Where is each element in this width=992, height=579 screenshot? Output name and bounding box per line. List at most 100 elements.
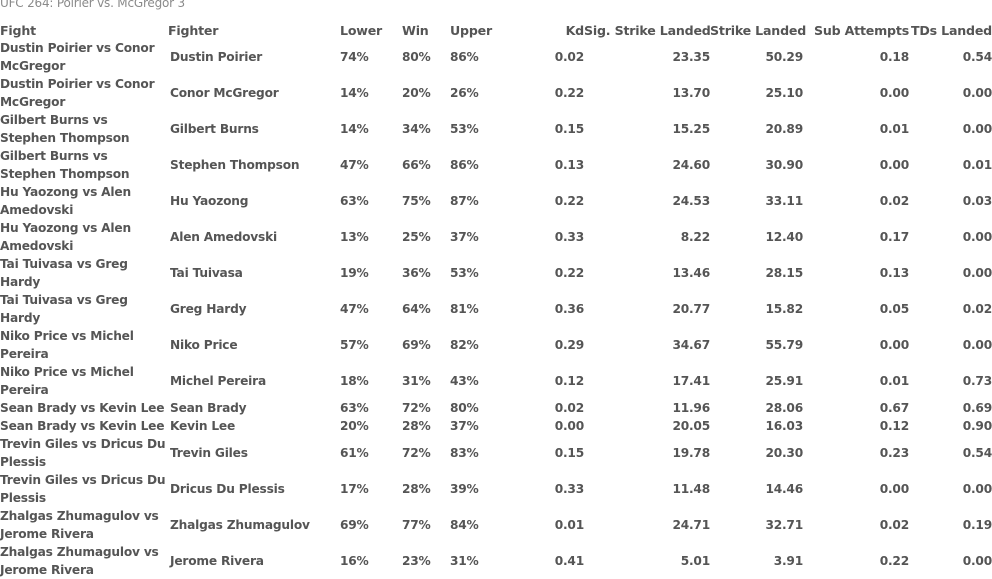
sig-strike-cell: 24.53 [672,194,710,208]
sub-attempts-cell: 0.00 [879,338,909,352]
sig-strike-cell: 19.78 [672,446,710,460]
table-row: Niko Price vs Michel Pereira Michel Perei… [0,363,992,399]
sub-attempts-cell: 0.22 [879,554,909,568]
sub-attempts-cell: 0.00 [879,482,909,496]
fight-cell: Gilbert Burns vs Stephen Thompson [0,149,130,181]
tds-cell: 0.02 [962,302,992,316]
fighter-cell: Sean Brady [170,401,247,415]
sub-attempts-cell: 0.05 [879,302,909,316]
table-row: Dustin Poirier vs Conor McGregor Dustin P… [0,39,992,75]
sub-attempts-cell: 0.67 [879,401,909,415]
win-cell: 28% [402,482,431,496]
lower-cell: 74% [340,50,369,64]
upper-cell: 80% [450,401,479,415]
fight-cell: Dustin Poirier vs Conor McGregor [0,77,155,109]
lower-cell: 47% [340,158,369,172]
win-cell: 20% [402,86,431,100]
sub-attempts-cell: 0.18 [879,50,909,64]
lower-cell: 57% [340,338,369,352]
lower-cell: 69% [340,518,369,532]
strike-cell: 50.29 [765,50,803,64]
lower-cell: 63% [340,194,369,208]
strike-cell: 30.90 [765,158,803,172]
upper-cell: 37% [450,230,479,244]
fighter-cell: Tai Tuivasa [170,266,243,280]
table-row: Sean Brady vs Kevin Lee Sean Brady 63% 72% 8… [0,399,992,417]
sub-attempts-cell: 0.01 [879,374,909,388]
kd-cell: 0.00 [554,419,584,433]
sig-strike-cell: 20.05 [672,419,710,433]
table-row: Zhalgas Zhumagulov vs Jerome Rivera Jerom… [0,543,992,579]
fighter-cell: Trevin Giles [170,446,248,460]
sig-strike-cell: 23.35 [672,50,710,64]
sub-attempts-cell: 0.00 [879,158,909,172]
fight-cell: Zhalgas Zhumagulov vs Jerome Rivera [0,509,159,541]
fight-cell: Niko Price vs Michel Pereira [0,365,134,397]
upper-cell: 53% [450,266,479,280]
col-header-upper: Upper [450,22,493,38]
strike-cell: 28.15 [765,266,803,280]
table-row: Niko Price vs Michel Pereira Niko Price 57… [0,327,992,363]
win-cell: 25% [402,230,431,244]
kd-cell: 0.15 [554,122,584,136]
tds-cell: 0.00 [962,554,992,568]
kd-cell: 0.22 [554,266,584,280]
upper-cell: 86% [450,50,479,64]
win-cell: 31% [402,374,431,388]
upper-cell: 37% [450,419,479,433]
strike-cell: 3.91 [773,554,803,568]
table-row: Tai Tuivasa vs Greg Hardy Tai Tuivasa 19% 3… [0,255,992,291]
fight-cell: Tai Tuivasa vs Greg Hardy [0,257,128,289]
fight-cell: Tai Tuivasa vs Greg Hardy [0,293,128,325]
sub-attempts-cell: 0.02 [879,194,909,208]
table-body: Dustin Poirier vs Conor McGregor Dustin P… [0,39,992,579]
upper-cell: 39% [450,482,479,496]
lower-cell: 47% [340,302,369,316]
strike-cell: 55.79 [765,338,803,352]
fighter-cell: Hu Yaozong [170,194,249,208]
win-cell: 66% [402,158,431,172]
tds-cell: 0.54 [962,50,992,64]
fighter-cell: Zhalgas Zhumagulov [170,518,310,532]
upper-cell: 31% [450,554,479,568]
fight-cell: Hu Yaozong vs Alen Amedovski [0,185,131,217]
col-header-lower: Lower [340,22,383,38]
kd-cell: 0.13 [554,158,584,172]
sig-strike-cell: 11.48 [672,482,710,496]
kd-cell: 0.02 [554,50,584,64]
sig-strike-cell: 13.46 [672,266,710,280]
fight-cell: Trevin Giles vs Dricus Du Plessis [0,437,166,469]
upper-cell: 53% [450,122,479,136]
sig-strike-cell: 11.96 [672,401,710,415]
win-cell: 69% [402,338,431,352]
fight-cell: Sean Brady vs Kevin Lee [0,419,165,433]
sig-strike-cell: 17.41 [672,374,710,388]
strike-cell: 15.82 [765,302,803,316]
kd-cell: 0.36 [554,302,584,316]
fight-cell: Trevin Giles vs Dricus Du Plessis [0,473,166,505]
table-row: Sean Brady vs Kevin Lee Kevin Lee 20% 28% 37… [0,417,992,435]
fighter-cell: Kevin Lee [170,419,236,433]
fighter-cell: Gilbert Burns [170,122,259,136]
strike-cell: 16.03 [765,419,803,433]
sig-strike-cell: 5.01 [680,554,710,568]
col-header-sig-strike: Sig. Strike Landed [584,22,711,38]
upper-cell: 84% [450,518,479,532]
win-cell: 36% [402,266,431,280]
strike-cell: 28.06 [765,401,803,415]
upper-cell: 81% [450,302,479,316]
fight-cell: Hu Yaozong vs Alen Amedovski [0,221,131,253]
strike-cell: 32.71 [765,518,803,532]
fighter-cell: Jerome Rivera [170,554,264,568]
fight-cell: Zhalgas Zhumagulov vs Jerome Rivera [0,545,159,577]
win-cell: 28% [402,419,431,433]
col-header-fighter: Fighter [168,22,219,38]
sig-strike-cell: 24.60 [672,158,710,172]
lower-cell: 16% [340,554,369,568]
fight-cell: Dustin Poirier vs Conor McGregor [0,41,155,73]
lower-cell: 13% [340,230,369,244]
win-cell: 23% [402,554,431,568]
lower-cell: 63% [340,401,369,415]
sub-attempts-cell: 0.12 [879,419,909,433]
lower-cell: 19% [340,266,369,280]
